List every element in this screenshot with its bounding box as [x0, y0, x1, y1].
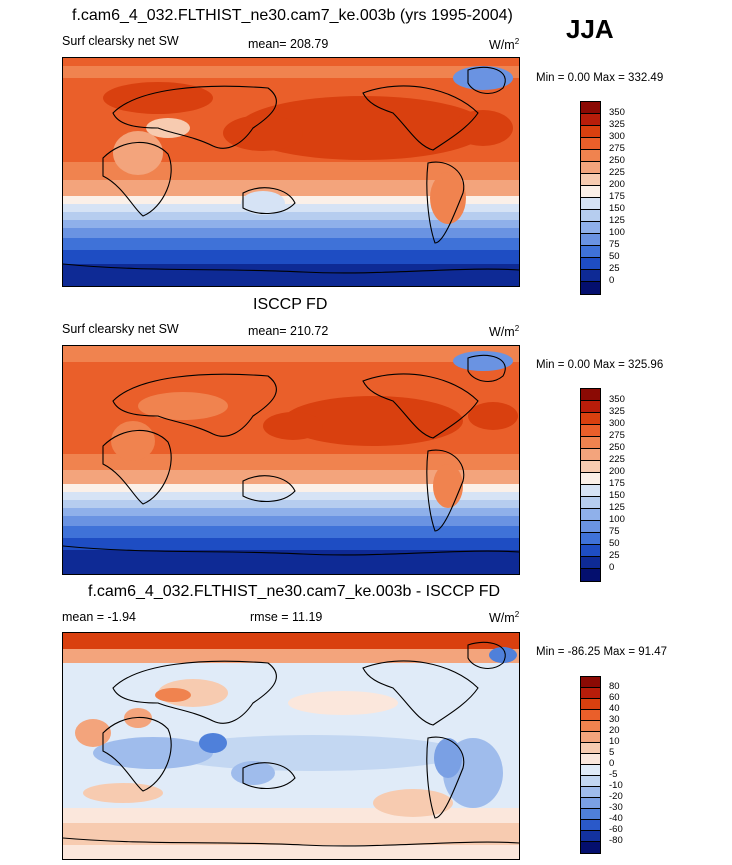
panel-2-tick: 350 [609, 394, 625, 405]
panel-1-variable-label: Surf clearsky net SW [62, 34, 179, 48]
panel-3-tick: -80 [609, 835, 623, 846]
panel-1-map [62, 57, 520, 287]
panel-3-tick: -20 [609, 791, 623, 802]
panel-3-tick: -60 [609, 824, 623, 835]
panel-2-tick: 25 [609, 550, 620, 561]
panel-3-tick: 30 [609, 714, 620, 725]
panel-1-tick: 0 [609, 275, 615, 286]
panel-1-colorbar [580, 101, 601, 295]
panel-3-tick: -40 [609, 813, 623, 824]
panel-1-mean-label: mean= 208.79 [248, 37, 329, 51]
panel-1-units: W/m2 [489, 37, 520, 53]
panel-3-tick: -10 [609, 780, 623, 791]
panel-2-minmax: Min = 0.00 Max = 325.96 [536, 359, 664, 371]
season-label: JJA [566, 14, 614, 44]
panel-2-tick: 75 [609, 526, 620, 537]
panel-3-tick: 10 [609, 736, 620, 747]
panel-3-map [62, 632, 520, 860]
panel-2-tick: 325 [609, 406, 625, 417]
panel-1-tick: 325 [609, 119, 625, 130]
panel-3-title: f.cam6_4_032.FLTHIST_ne30.cam7_ke.003b -… [88, 583, 501, 600]
panel-3-tick: 40 [609, 703, 620, 714]
panel-2-tick: 150 [609, 490, 625, 501]
panel-3-tick: 20 [609, 725, 620, 736]
panel-2-units: W/m2 [489, 324, 520, 340]
panel-3-rmse-label: rmse = 11.19 [250, 610, 323, 624]
panel-2-tick: 175 [609, 478, 625, 489]
panel-2-tick: 250 [609, 442, 625, 453]
panel-1-tick: 50 [609, 251, 620, 262]
panel-1-title: f.cam6_4_032.FLTHIST_ne30.cam7_ke.003b (… [72, 7, 513, 24]
panel-2-mean-label: mean= 210.72 [248, 324, 329, 338]
panel-3-tick: -30 [609, 802, 623, 813]
panel-1-tick: 100 [609, 227, 625, 238]
panel-3-tick: 5 [609, 747, 615, 758]
panel-3-colorbar [580, 676, 601, 854]
panel-3-mean-label: mean = -1.94 [62, 610, 137, 624]
panel-1-tick: 125 [609, 215, 625, 226]
panel-2-tick: 125 [609, 502, 625, 513]
panel-2-map-svg [63, 346, 519, 574]
panel-1-tick: 150 [609, 203, 625, 214]
panel-1-tick: 200 [609, 179, 625, 190]
panel-1-tick: 25 [609, 263, 620, 274]
panel-2-tick: 100 [609, 514, 625, 525]
panel-2-tick: 275 [609, 430, 625, 441]
panel-3-tick: 60 [609, 692, 620, 703]
panel-1-tick: 75 [609, 239, 620, 250]
panel-1-map-svg [63, 58, 519, 286]
panel-2-title: ISCCP FD [253, 296, 328, 313]
panel-3-map-svg [63, 633, 519, 859]
panel-2-colorbar [580, 388, 601, 582]
panel-1-tick: 300 [609, 131, 625, 142]
panel-2-tick: 300 [609, 418, 625, 429]
panel-3-minmax: Min = -86.25 Max = 91.47 [536, 646, 668, 658]
panel-2-tick: 0 [609, 562, 615, 573]
panel-2-tick: 200 [609, 466, 625, 477]
panel-2-map [62, 345, 520, 575]
panel-2-tick: 225 [609, 454, 625, 465]
panel-1-tick: 350 [609, 107, 625, 118]
panel-2-variable-label: Surf clearsky net SW [62, 322, 179, 336]
panel-2-tick: 50 [609, 538, 620, 549]
panel-3-tick: 0 [609, 758, 615, 769]
panel-3-tick: 80 [609, 681, 620, 692]
panel-1-tick: 175 [609, 191, 625, 202]
panel-1-tick: 225 [609, 167, 625, 178]
panel-1-tick: 250 [609, 155, 625, 166]
panel-1-tick: 275 [609, 143, 625, 154]
panel-3-units: W/m2 [489, 610, 520, 626]
panel-1-minmax: Min = 0.00 Max = 332.49 [536, 72, 664, 84]
panel-3-tick: -5 [609, 769, 618, 780]
